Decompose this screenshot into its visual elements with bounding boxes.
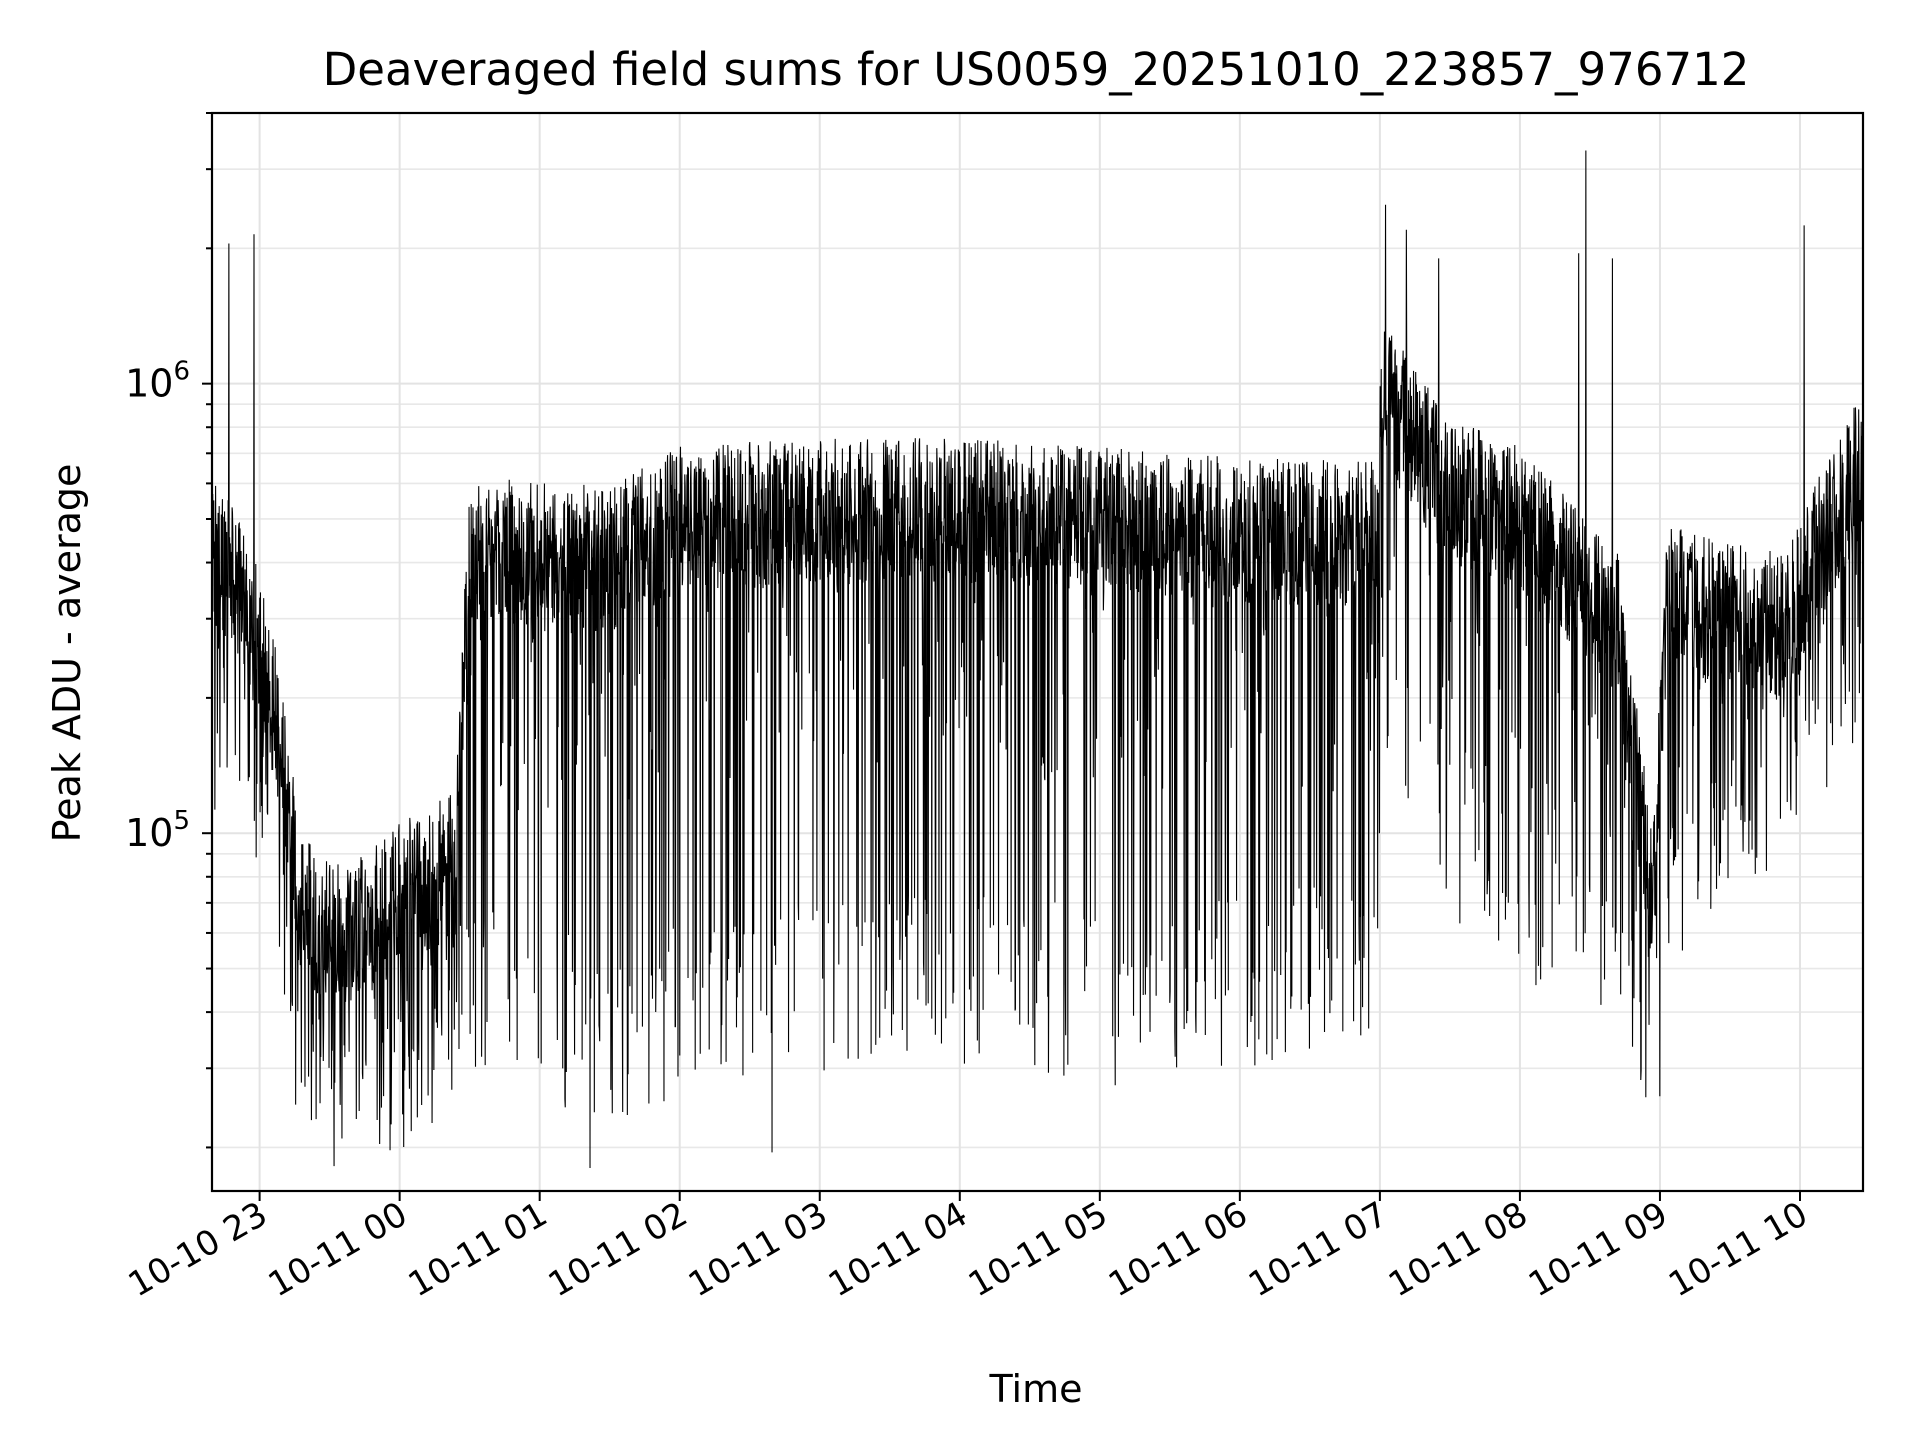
x-axis-label: Time <box>989 1367 1083 1411</box>
chart-title: Deaveraged field sums for US0059_2025101… <box>323 43 1750 96</box>
y-tick-label: 105 <box>125 806 190 855</box>
y-tick-exponent: 5 <box>173 806 190 836</box>
y-tick-base: 10 <box>125 362 173 406</box>
y-tick-label: 106 <box>125 357 190 406</box>
series-line <box>211 150 1864 1169</box>
y-axis-label: Peak ADU - average <box>45 464 89 843</box>
data-series <box>211 150 1864 1169</box>
y-tick-exponent: 6 <box>173 357 190 387</box>
y-tick-base: 10 <box>125 811 173 855</box>
plot-frame <box>210 111 1865 1193</box>
